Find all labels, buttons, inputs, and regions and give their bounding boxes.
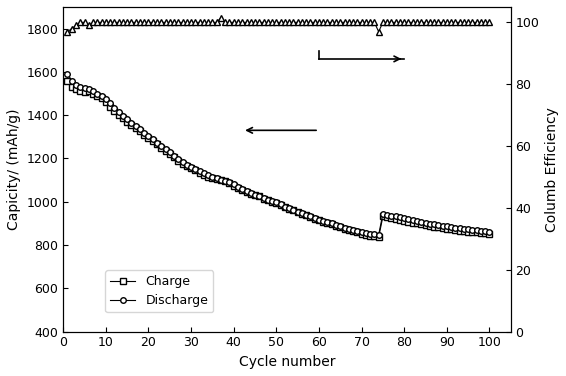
Discharge — [469, 227, 476, 232]
Line: Charge: Charge — [65, 78, 492, 240]
Discharge — [162, 147, 169, 152]
Charge — [162, 149, 169, 153]
Charge — [456, 228, 463, 233]
Discharge — [281, 204, 288, 209]
Y-axis label: Columb Efficiency: Columb Efficiency — [545, 107, 559, 232]
Charge — [64, 78, 71, 83]
Discharge — [316, 217, 323, 222]
Charge — [281, 205, 288, 209]
Line: Discharge: Discharge — [65, 71, 492, 238]
Y-axis label: Capicity/ (mAh/g): Capicity/ (mAh/g) — [7, 109, 21, 230]
Charge — [486, 232, 493, 236]
Discharge — [456, 226, 463, 230]
Charge — [316, 218, 323, 223]
Discharge — [375, 233, 382, 237]
Legend: Charge, Discharge: Charge, Discharge — [105, 270, 213, 312]
Discharge — [486, 229, 493, 234]
Charge — [145, 136, 152, 140]
Charge — [469, 230, 476, 234]
Charge — [375, 235, 382, 240]
Discharge — [145, 134, 152, 138]
Discharge — [64, 72, 71, 76]
X-axis label: Cycle number: Cycle number — [239, 355, 335, 369]
